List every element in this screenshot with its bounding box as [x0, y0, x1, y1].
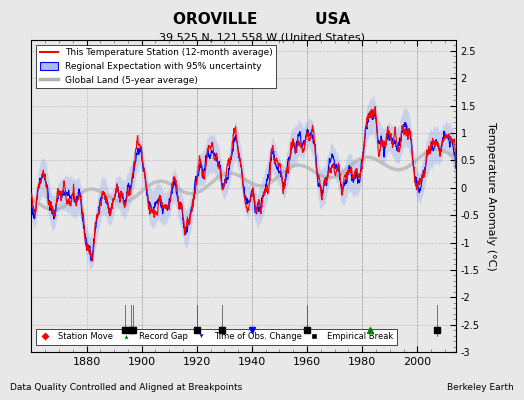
Text: OROVILLE           USA: OROVILLE USA	[173, 12, 351, 27]
Legend: Station Move, Record Gap, Time of Obs. Change, Empirical Break: Station Move, Record Gap, Time of Obs. C…	[36, 329, 397, 345]
Text: Berkeley Earth: Berkeley Earth	[447, 383, 514, 392]
Y-axis label: Temperature Anomaly (°C): Temperature Anomaly (°C)	[486, 122, 496, 270]
Text: Data Quality Controlled and Aligned at Breakpoints: Data Quality Controlled and Aligned at B…	[10, 383, 243, 392]
Text: 39.525 N, 121.558 W (United States): 39.525 N, 121.558 W (United States)	[159, 32, 365, 42]
